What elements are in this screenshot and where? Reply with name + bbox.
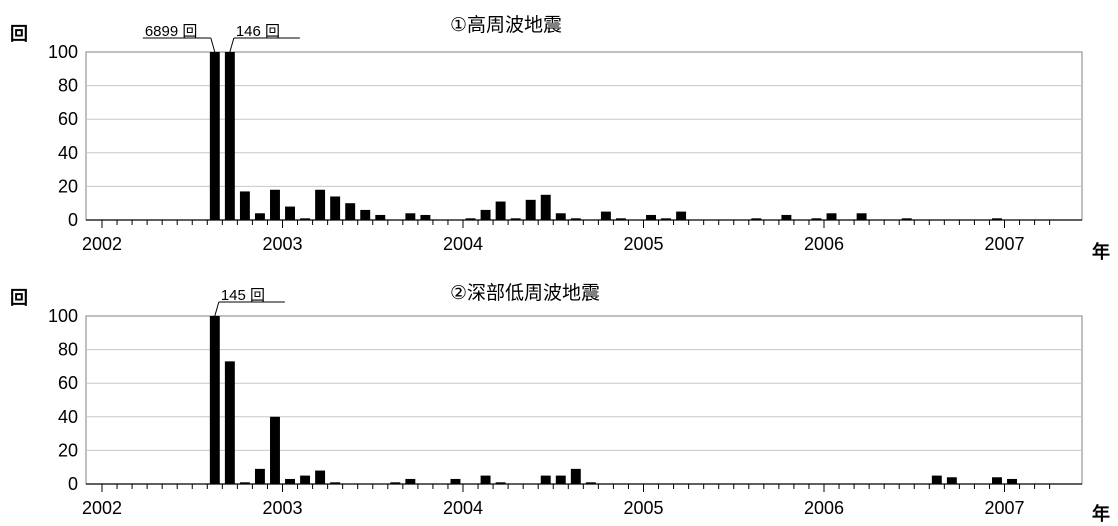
bar (239, 482, 250, 484)
bar (931, 475, 942, 484)
bar (570, 218, 581, 220)
y-tick-label: 20 (58, 440, 78, 460)
bar (209, 52, 220, 220)
bar (555, 475, 566, 484)
x-tick-label: 2005 (623, 498, 663, 518)
bar (600, 211, 611, 220)
x-axis-unit: 年 (1092, 504, 1110, 524)
bar (315, 189, 326, 220)
x-tick-label: 2005 (623, 234, 663, 254)
bar (300, 218, 311, 220)
bar (270, 189, 280, 220)
bar (405, 213, 416, 220)
bar (751, 218, 762, 220)
bar (285, 206, 295, 220)
bar (465, 218, 476, 220)
bar (345, 203, 356, 220)
y-tick-label: 100 (48, 306, 78, 326)
y-tick-label: 0 (68, 474, 78, 494)
bar-callout-label: 145 回 (221, 287, 265, 304)
y-tick-label: 40 (58, 407, 78, 427)
bar-callout-label: 146 回 (236, 23, 280, 40)
bar (555, 213, 566, 220)
chart-title: ②深部低周波地震 (450, 283, 601, 304)
bar (224, 52, 235, 220)
bar (330, 482, 341, 484)
bar (224, 361, 235, 484)
bar (315, 470, 326, 484)
bar (495, 482, 506, 484)
bar (300, 475, 311, 484)
x-tick-label: 2007 (984, 234, 1024, 254)
y-tick-label: 80 (58, 340, 78, 360)
bar (992, 477, 1002, 484)
y-axis-unit: 回 (10, 288, 28, 308)
x-tick-label: 2006 (804, 234, 844, 254)
bar (285, 478, 295, 484)
bar (1007, 478, 1017, 484)
bar (420, 214, 431, 220)
x-tick-label: 2003 (262, 234, 302, 254)
bar (254, 468, 265, 484)
x-tick-label: 2003 (262, 498, 302, 518)
bar (585, 482, 596, 484)
x-tick-label: 2002 (82, 498, 122, 518)
bar (525, 199, 536, 220)
bar (646, 214, 656, 220)
chart-plot-area: 0 20 40 60 80 100 2002 2003 2004 2005 2006 2007 6899… (48, 23, 1083, 254)
bar (826, 213, 837, 220)
bar (510, 218, 521, 220)
x-tick-label: 2004 (443, 234, 483, 254)
x-tick-label: 2007 (984, 498, 1024, 518)
x-tick-label: 2006 (804, 498, 844, 518)
callout-leader (214, 301, 220, 317)
bar (254, 213, 265, 220)
y-tick-label: 60 (58, 373, 78, 393)
plot-frame (85, 51, 1083, 221)
bar (270, 416, 280, 484)
y-axis-unit: 回 (10, 24, 28, 44)
chart-high-frequency: ①高周波地震 回 年 0 20 40 60 80 100 2002 2003 2004 2005 2… (0, 0, 1118, 262)
bar (239, 191, 250, 220)
bar (856, 213, 867, 220)
bar (480, 475, 491, 484)
bar (405, 478, 416, 484)
y-tick-label: 20 (58, 176, 78, 196)
bar (540, 194, 551, 220)
y-tick-label: 80 (58, 76, 78, 96)
bar (209, 316, 220, 484)
chart-title: ①高周波地震 (450, 15, 563, 36)
bar (946, 477, 957, 484)
bar (480, 209, 491, 220)
y-tick-label: 100 (48, 42, 78, 62)
bar (375, 214, 386, 220)
callout-leader (210, 37, 216, 53)
bar (992, 218, 1002, 220)
chart-plot-area: 0 20 40 60 80 100 2002 2003 2004 2005 2006 2007 145 … (48, 287, 1083, 518)
y-tick-label: 40 (58, 143, 78, 163)
x-tick-label: 2002 (82, 234, 122, 254)
bar (360, 209, 371, 220)
bar (615, 218, 626, 220)
bar (901, 218, 912, 220)
bar (390, 482, 401, 484)
bar (330, 196, 341, 220)
chart-deep-low-frequency: ②深部低周波地震 回 年 0 20 40 60 80 100 2002 2003 2004 200… (0, 262, 1118, 524)
bar (540, 475, 551, 484)
bar-callout-label: 6899 回 (145, 23, 198, 40)
bar (661, 218, 672, 220)
bar (570, 468, 581, 484)
bar (495, 201, 506, 220)
plot-frame (85, 315, 1083, 485)
bar (450, 478, 461, 484)
bar (781, 214, 792, 220)
bar (676, 211, 687, 220)
x-axis-unit: 年 (1092, 242, 1110, 262)
bar (811, 218, 822, 220)
x-tick-label: 2004 (443, 498, 483, 518)
y-tick-label: 60 (58, 109, 78, 129)
y-tick-label: 0 (68, 210, 78, 230)
callout-leader (229, 37, 235, 53)
